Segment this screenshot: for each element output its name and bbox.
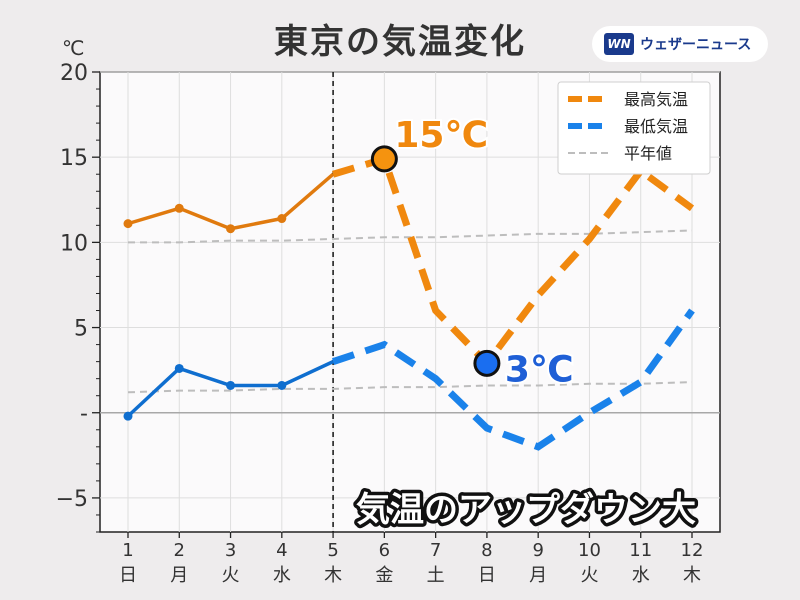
x-tick-day: 9 <box>532 540 543 561</box>
x-tick-weekday: 木 <box>683 565 701 586</box>
y-tick-label: - <box>80 402 88 427</box>
y-tick-label: 15 <box>60 146 88 171</box>
data-point-low <box>226 380 236 390</box>
legend-label: 平年値 <box>624 144 672 163</box>
annotation-label: 3℃ <box>505 349 574 390</box>
data-point-low <box>123 411 133 421</box>
x-tick-day: 2 <box>174 540 185 561</box>
logo-text: ウェザーニュース <box>640 37 752 53</box>
x-tick-day: 1 <box>122 540 133 561</box>
x-tick-day: 11 <box>629 540 652 561</box>
banner-text: 気温のアップダウン大 <box>356 490 696 530</box>
annotation-label: 15℃ <box>394 115 488 156</box>
normal-lines <box>127 229 693 394</box>
y-tick-label: 5 <box>74 317 88 342</box>
x-tick-weekday: 火 <box>222 565 240 586</box>
data-point-low <box>174 363 184 373</box>
x-tick-weekday: 月 <box>529 565 547 586</box>
banner: 気温のアップダウン大 <box>353 487 700 534</box>
y-axis-unit: ℃ <box>62 36 85 60</box>
y-axis: 20 15 10 5 - −5 <box>56 61 100 533</box>
x-tick-weekday: 日 <box>478 565 496 586</box>
y-tick-label: 10 <box>60 231 88 256</box>
legend-label: 最高気温 <box>624 90 688 109</box>
x-tick-weekday: 月 <box>170 565 188 586</box>
x-tick-day: 5 <box>327 540 338 561</box>
data-point-high <box>174 203 184 213</box>
normal-line-low <box>127 381 693 394</box>
x-tick-weekday: 水 <box>632 565 650 586</box>
x-tick-weekday: 木 <box>324 565 342 586</box>
x-tick-weekday: 金 <box>375 565 393 586</box>
x-tick-weekday: 水 <box>273 565 291 586</box>
x-tick-day: 8 <box>481 540 492 561</box>
data-point-low <box>277 380 287 390</box>
weathernews-logo: WN ウェザーニュース <box>592 26 768 62</box>
y-tick-label: −5 <box>56 487 88 512</box>
x-tick-weekday: 日 <box>119 565 137 586</box>
normal-line-high <box>128 229 693 244</box>
x-tick-weekday: 火 <box>580 565 598 586</box>
series-lines <box>123 154 695 451</box>
x-tick-day: 12 <box>681 540 704 561</box>
x-tick-day: 6 <box>379 540 390 561</box>
forecast-line-low <box>331 308 695 451</box>
x-tick-day: 7 <box>430 540 441 561</box>
legend-label: 最低気温 <box>624 117 688 136</box>
weathernews-mark-icon: WN <box>604 33 634 55</box>
annotation-marker <box>473 349 501 377</box>
data-point-high <box>226 224 236 234</box>
x-axis: 1 日 2 月 3 火 4 水 5 木 6 金 7 土 8 日 9 月 10 火 11 水 12 木 <box>119 532 703 586</box>
x-tick-weekday: 土 <box>427 565 445 586</box>
x-tick-day: 10 <box>578 540 601 561</box>
legend-box <box>557 81 711 175</box>
data-point-high <box>277 214 287 224</box>
page-title: 東京の気温変化 <box>274 22 526 62</box>
annotation-marker <box>370 145 398 173</box>
y-tick-label: 20 <box>60 61 88 86</box>
forecast-line-high <box>332 154 695 369</box>
x-tick-day: 3 <box>225 540 236 561</box>
data-point-high <box>123 219 133 229</box>
x-tick-day: 4 <box>276 540 287 561</box>
annotations: 15℃ 3℃ <box>370 113 576 392</box>
